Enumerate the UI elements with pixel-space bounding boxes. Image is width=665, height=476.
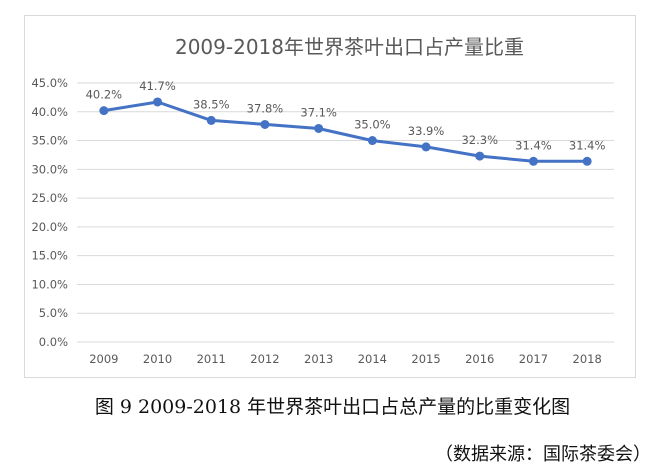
x-tick-label: 2012: [250, 352, 279, 366]
y-tick-label: 40.0%: [31, 105, 68, 119]
x-tick-label: 2009: [89, 352, 118, 366]
x-tick-label: 2015: [411, 352, 440, 366]
data-label: 41.7%: [139, 79, 176, 93]
data-label: 31.4%: [515, 138, 552, 152]
data-label: 31.4%: [569, 138, 606, 152]
data-point: [206, 115, 216, 125]
data-label: 32.3%: [461, 133, 498, 147]
x-tick-label: 2017: [519, 352, 548, 366]
y-tick-label: 25.0%: [31, 191, 68, 205]
series-line: [103, 100, 588, 163]
data-point: [99, 106, 109, 116]
data-label: 40.2%: [86, 88, 123, 102]
x-tick-label: 2018: [573, 352, 602, 366]
y-tick-label: 20.0%: [31, 220, 68, 234]
x-tick-label: 2014: [358, 352, 387, 366]
figure-caption: 图 9 2009-2018 年世界茶叶出口占总产量的比重变化图: [94, 396, 571, 418]
y-tick-label: 45.0%: [31, 76, 68, 90]
data-point: [314, 123, 324, 133]
x-tick-label: 2010: [143, 352, 172, 366]
chart-frame: [24, 15, 636, 378]
data-point: [475, 151, 485, 161]
x-tick-label: 2011: [197, 352, 226, 366]
line-chart: 2009-2018年世界茶叶出口占产量比重 0.0% 5.0% 10.0% 15.0% 2…: [31, 35, 614, 366]
y-tick-label: 10.0%: [31, 277, 68, 291]
data-label: 37.1%: [300, 105, 337, 119]
data-point: [421, 142, 431, 152]
figure-source: （数据来源：国际茶委会）: [435, 444, 651, 465]
data-label: 37.8%: [247, 101, 284, 115]
y-tick-label: 30.0%: [31, 162, 68, 176]
data-point: [528, 156, 538, 166]
y-tick-label: 0.0%: [39, 335, 68, 349]
data-point: [582, 156, 592, 166]
data-label: 38.5%: [193, 97, 230, 111]
y-tick-label: 35.0%: [31, 134, 68, 148]
chart-title: 2009-2018年世界茶叶出口占产量比重: [175, 35, 524, 59]
x-tick-label: 2016: [465, 352, 494, 366]
y-tick-label: 5.0%: [39, 306, 68, 320]
data-point: [153, 97, 163, 107]
data-label: 35.0%: [354, 118, 391, 132]
x-tick-label: 2013: [304, 352, 333, 366]
y-tick-label: 15.0%: [31, 249, 68, 263]
data-label: 33.9%: [408, 124, 445, 138]
data-point: [367, 136, 377, 146]
data-point: [260, 119, 270, 129]
